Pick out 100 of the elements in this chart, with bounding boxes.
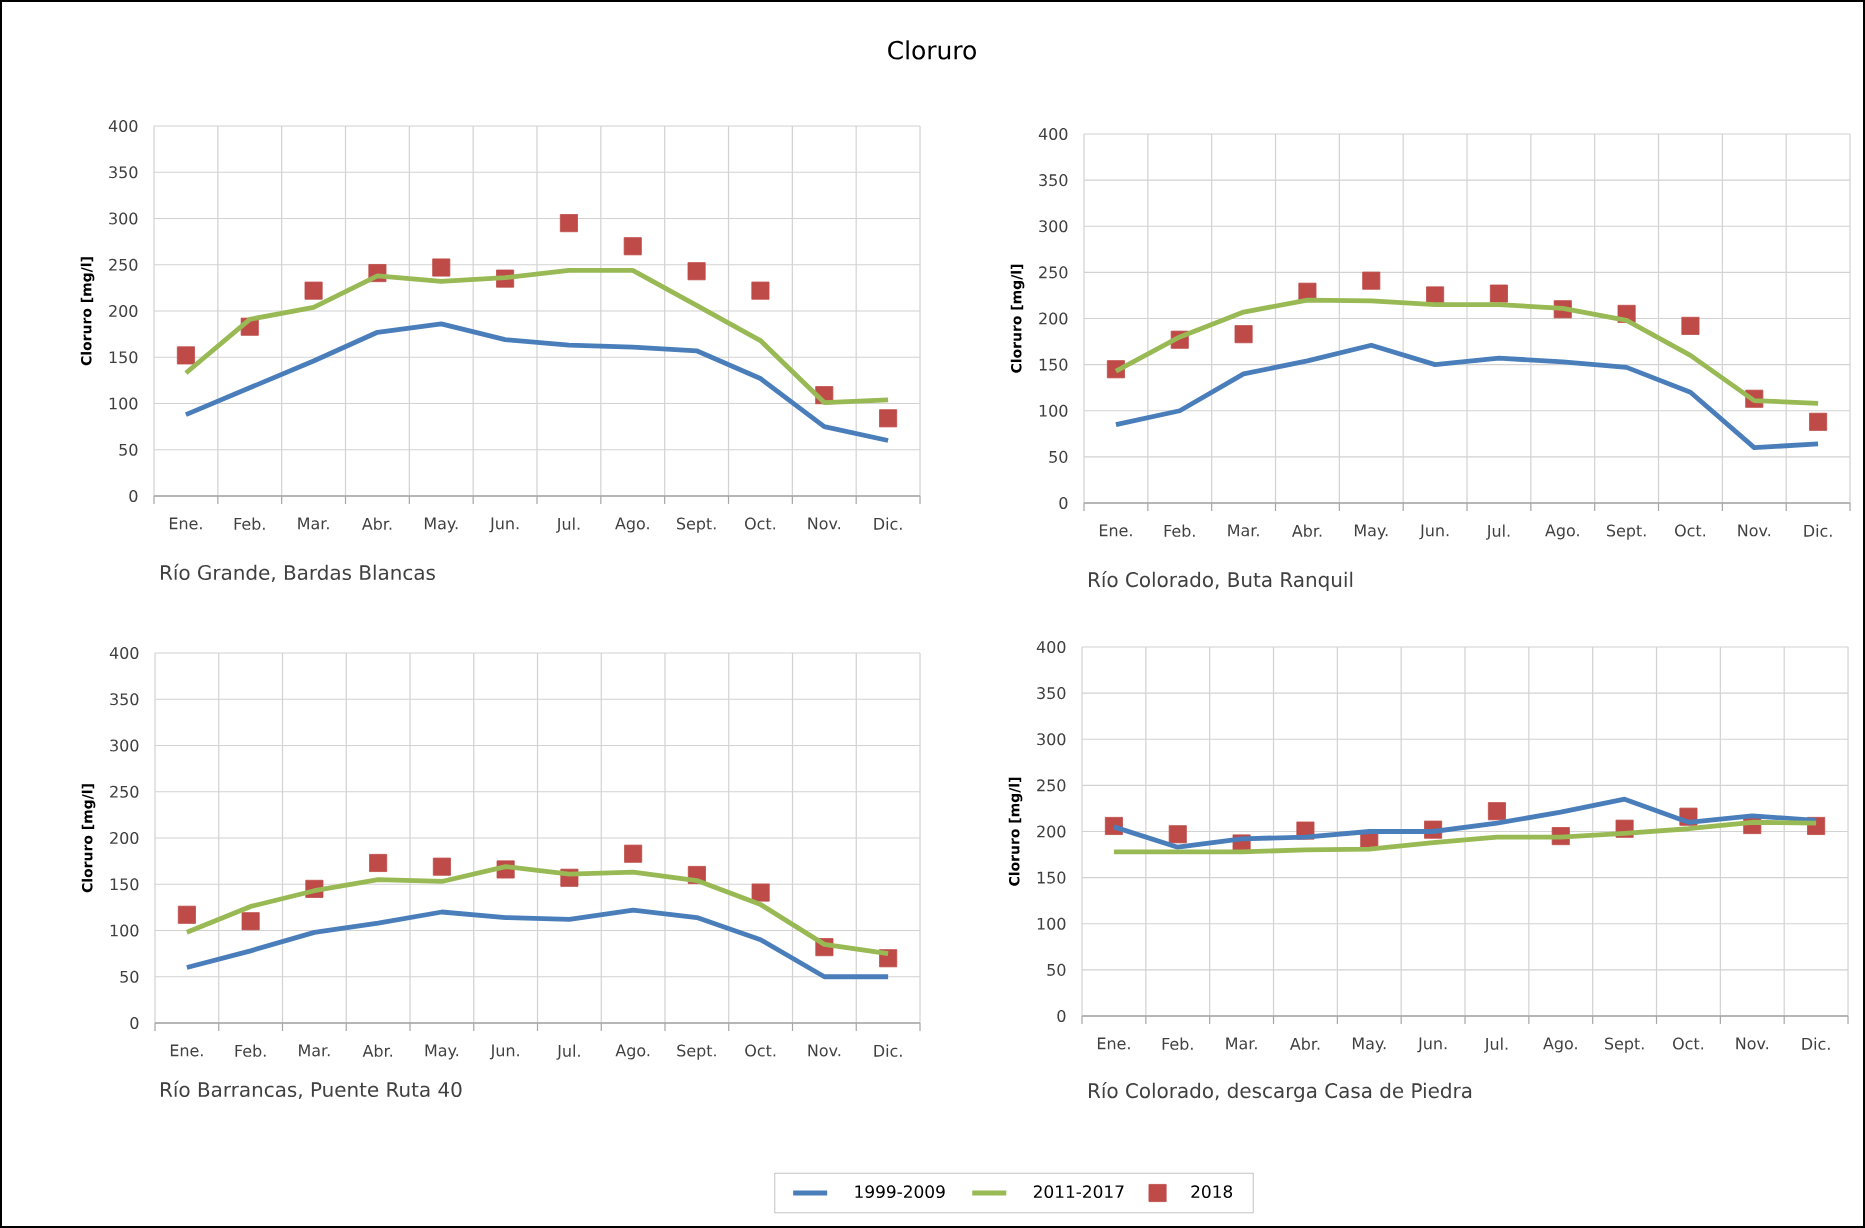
legend-label: 2018	[1191, 1185, 1233, 1199]
point	[751, 281, 770, 300]
point	[432, 258, 451, 277]
y-axis-title: Cloruro [mg/l]	[1010, 264, 1025, 373]
y-tick-label: 200	[110, 831, 139, 845]
y-tick-label: 200	[1037, 825, 1066, 838]
point	[1168, 825, 1187, 844]
y-tick-label: 50	[120, 970, 139, 983]
x-tick-label: Ago.	[615, 517, 649, 533]
x-tick-label: May.	[424, 517, 458, 533]
x-tick-label: Dic.	[1802, 1037, 1830, 1050]
point	[1362, 271, 1381, 290]
x-tick-label: Sept.	[1604, 1037, 1644, 1053]
x-tick-label: Mar.	[1226, 1037, 1257, 1050]
text: Río Colorado, descarga Casa de Piedra	[1089, 1081, 1472, 1103]
y-tick-label: 100	[109, 397, 138, 410]
y-tick-label: 150	[1039, 358, 1068, 371]
x-tick-label: Ago.	[1545, 524, 1579, 540]
y-tick-label: 350	[1039, 174, 1068, 187]
x-tick-label: Ene.	[1099, 524, 1132, 537]
x-tick-label: Jul.	[1483, 1037, 1508, 1053]
x-tick-label: Abr.	[1289, 1037, 1320, 1050]
y-tick-label: 0	[1057, 1009, 1066, 1023]
point	[623, 237, 642, 256]
y-tick-label: 200	[109, 304, 138, 318]
y-tick-label: 250	[1037, 779, 1066, 792]
legend-label: 1999-2009	[855, 1185, 945, 1199]
y-tick-label: 150	[109, 351, 138, 364]
x-tick-label: Oct.	[745, 517, 776, 530]
y-tick-label: 350	[1037, 687, 1066, 700]
x-tick-label: Oct.	[745, 1044, 776, 1057]
x-tick-label: Mar.	[299, 1044, 330, 1057]
x-tick-label: Sept.	[677, 1044, 716, 1060]
point	[879, 409, 898, 428]
x-tick-label: Feb.	[234, 517, 265, 530]
text: Río Barrancas, Puente Ruta 40	[161, 1080, 462, 1100]
line-series	[183, 321, 891, 443]
y-axis-title: Cloruro [mg/l]	[81, 784, 96, 893]
y-tick-label: 400	[1038, 127, 1068, 141]
y-tick-label: 250	[1039, 266, 1068, 279]
y-tick-label: 400	[1036, 640, 1066, 654]
x-tick-label: Oct.	[1673, 1037, 1704, 1050]
x-tick-label: Feb.	[1162, 1037, 1193, 1050]
x-tick-label: Ene.	[1097, 1037, 1130, 1050]
y-tick-label: 150	[1037, 871, 1066, 884]
y-axis-title: Cloruro [mg/l]	[80, 257, 95, 366]
x-tick-label: May.	[1354, 524, 1388, 540]
line-series	[184, 907, 891, 980]
x-tick-label: Oct.	[1675, 524, 1706, 537]
point	[432, 857, 451, 876]
x-tick-label: Feb.	[235, 1044, 266, 1057]
text: Cloruro	[888, 40, 976, 60]
y-tick-label: 400	[108, 119, 138, 133]
point	[304, 281, 323, 300]
y-tick-label: 400	[109, 646, 139, 660]
y-tick-label: 0	[130, 1016, 139, 1030]
x-tick-label: Dic.	[874, 1044, 902, 1057]
point	[687, 262, 706, 281]
point	[1809, 412, 1828, 431]
y-tick-label: 300	[109, 212, 138, 225]
x-tick-label: Sept.	[676, 517, 716, 533]
x-tick-label: Ago.	[615, 1044, 650, 1060]
x-tick-label: May.	[425, 1044, 459, 1060]
point	[751, 883, 770, 902]
text: Río Colorado, Buta Ranquil	[1089, 570, 1353, 592]
x-tick-label: Nov.	[808, 1044, 841, 1057]
y-tick-label: 300	[1039, 220, 1068, 233]
y-tick-label: 0	[129, 489, 138, 503]
x-tick-label: Jul.	[555, 517, 580, 533]
y-tick-label: 200	[1039, 312, 1068, 325]
y-tick-label: 0	[1059, 496, 1068, 510]
y-axis-title: Cloruro [mg/l]	[1008, 777, 1023, 886]
x-tick-label: Abr.	[362, 1044, 393, 1057]
x-tick-label: Ene.	[169, 517, 202, 530]
point	[1489, 284, 1508, 303]
point	[559, 214, 578, 233]
line-series	[1113, 342, 1821, 451]
x-tick-label: Jul.	[1485, 524, 1510, 540]
x-tick-label: Sept.	[1606, 524, 1646, 540]
x-tick-label: Ago.	[1543, 1037, 1577, 1053]
x-tick-label: Nov.	[1736, 1037, 1769, 1050]
x-tick-label: Nov.	[808, 517, 841, 530]
x-tick-label: Mar.	[298, 517, 329, 530]
x-tick-label: May.	[1352, 1037, 1386, 1053]
y-tick-label: 350	[110, 693, 139, 706]
x-tick-label: Jun.	[489, 1044, 519, 1060]
y-tick-label: 50	[119, 443, 138, 456]
y-tick-label: 100	[110, 924, 139, 937]
y-tick-label: 250	[110, 785, 139, 798]
y-tick-label: 300	[1037, 733, 1066, 746]
x-tick-label: Feb.	[1164, 524, 1195, 537]
x-tick-label: Dic.	[1804, 524, 1832, 537]
x-tick-label: Jun.	[1419, 524, 1449, 540]
x-tick-label: Jun.	[489, 517, 519, 533]
point	[1234, 325, 1253, 344]
point	[1487, 802, 1506, 821]
point	[241, 912, 260, 931]
y-tick-label: 150	[110, 878, 139, 891]
y-tick-label: 100	[1039, 404, 1068, 417]
y-tick-label: 250	[109, 258, 138, 271]
